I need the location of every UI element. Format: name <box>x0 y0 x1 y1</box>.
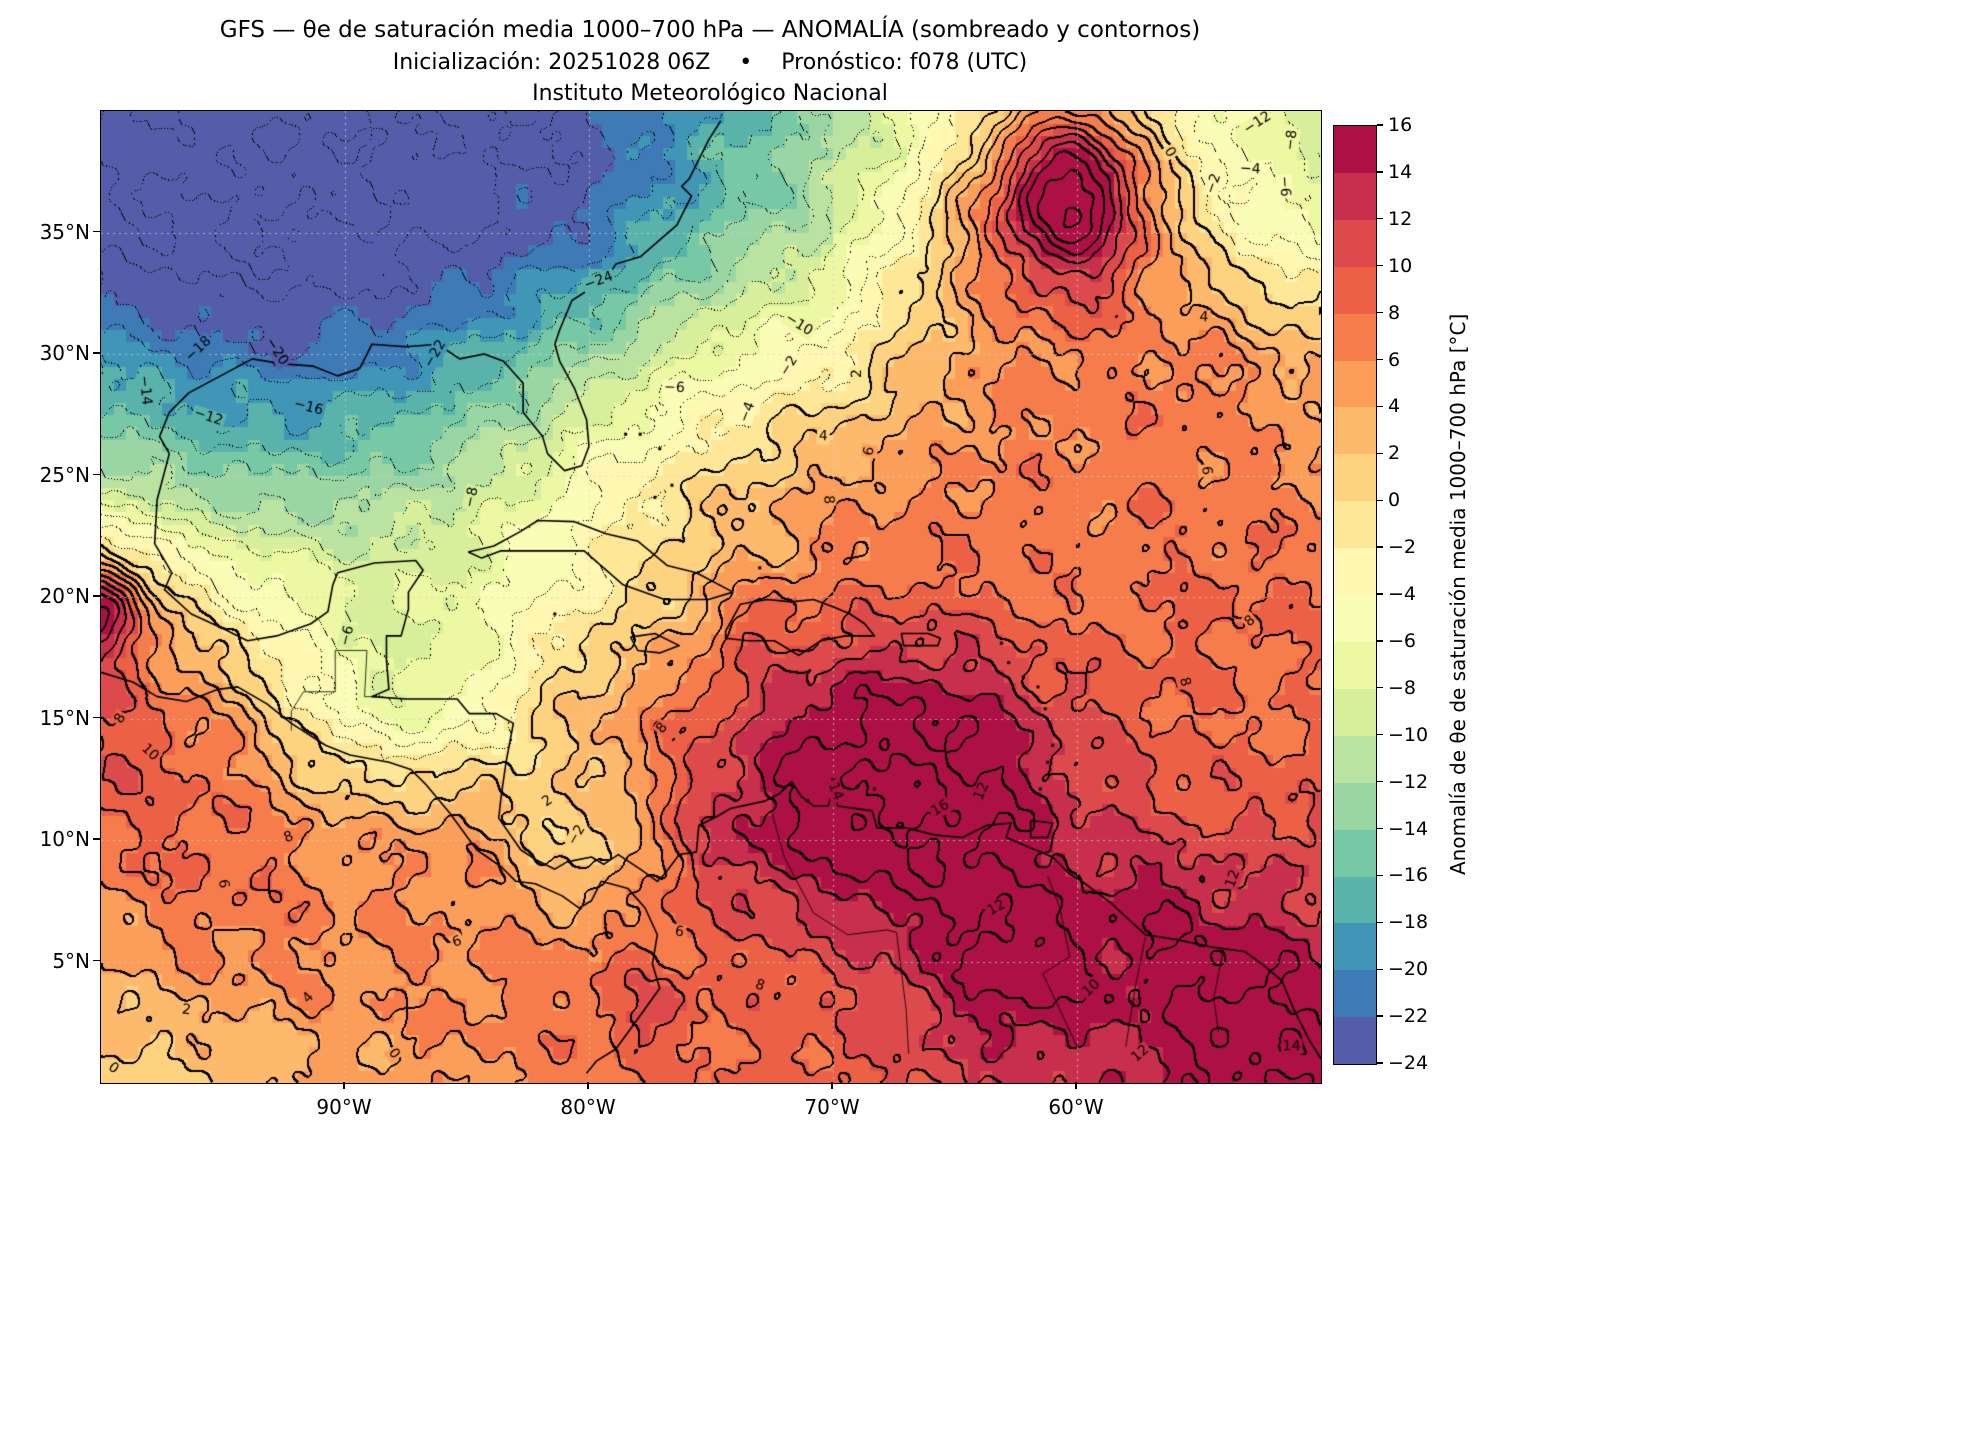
colorbar-tick-mark <box>1377 358 1383 361</box>
colorbar-tick-mark <box>1377 874 1383 877</box>
colorbar-band <box>1334 688 1376 736</box>
colorbar-tick-label: −8 <box>1388 676 1417 699</box>
colorbar-tick-mark <box>1377 1015 1383 1017</box>
chart-subtitle: Inicialización: 20251028 06Z • Pronóstic… <box>392 50 1028 75</box>
colorbar-tick-label: 16 <box>1388 114 1413 136</box>
colorbar-band <box>1334 313 1376 361</box>
colorbar-tick-mark <box>1377 921 1383 923</box>
colorbar-tick-label: 6 <box>1388 348 1401 371</box>
colorbar-tick-mark <box>1377 171 1383 173</box>
y-tick-label: 25°N <box>39 462 90 487</box>
x-tick-label: 90°W <box>316 1095 372 1119</box>
colorbar-band <box>1334 923 1376 971</box>
colorbar-band <box>1334 266 1376 314</box>
y-tick-label: 5°N <box>52 948 90 973</box>
colorbar-band <box>1334 219 1376 267</box>
colorbar-band <box>1334 454 1376 502</box>
colorbar-band <box>1334 829 1376 877</box>
colorbar-tick-label: −16 <box>1388 864 1429 887</box>
colorbar-tick-mark <box>1377 593 1383 595</box>
colorbar-tick-label: −4 <box>1388 583 1417 605</box>
colorbar-tick-mark <box>1377 311 1383 314</box>
x-tick-label: 80°W <box>560 1095 616 1119</box>
colorbar-tick-mark <box>1377 827 1383 830</box>
x-tick-mark <box>1075 1082 1077 1089</box>
colorbar-tick-mark <box>1377 124 1383 126</box>
colorbar-axis-label: Anomalía de θe de saturación media 1000–… <box>1446 313 1470 875</box>
colorbar-band <box>1334 876 1376 924</box>
y-tick-mark <box>93 230 100 233</box>
colorbar-tick-mark <box>1377 452 1383 454</box>
colorbar-tick-mark <box>1377 640 1383 642</box>
colorbar-tick-mark <box>1377 546 1383 548</box>
colorbar-tick-label: −10 <box>1388 723 1429 746</box>
colorbar-tick-mark <box>1377 405 1383 408</box>
colorbar-tick-label: 4 <box>1388 395 1401 418</box>
colorbar-band <box>1334 970 1376 1018</box>
colorbar-tick-mark <box>1377 218 1383 220</box>
colorbar-tick-mark <box>1377 968 1383 970</box>
y-tick-mark <box>93 352 100 354</box>
colorbar-tick-mark <box>1377 499 1383 501</box>
colorbar-tick-label: −6 <box>1388 629 1417 652</box>
colorbar-tick-label: 2 <box>1388 442 1401 465</box>
chart-institution: Instituto Meteorológico Nacional <box>532 81 888 106</box>
colorbar-tick-label: 12 <box>1388 207 1413 230</box>
colorbar-band <box>1334 172 1376 220</box>
colorbar-band <box>1334 641 1376 689</box>
colorbar-tick-mark <box>1377 734 1383 736</box>
colorbar-tick-mark <box>1377 1062 1383 1064</box>
y-tick-label: 35°N <box>39 219 90 244</box>
colorbar-band <box>1334 501 1376 549</box>
y-tick-label: 10°N <box>39 827 90 851</box>
y-tick-mark <box>93 959 100 962</box>
colorbar-tick-label: −24 <box>1388 1052 1429 1074</box>
colorbar-tick-label: −2 <box>1388 536 1417 559</box>
title-block: GFS — θe de saturación media 1000–700 hP… <box>100 14 1320 109</box>
colorbar-tick-mark <box>1377 780 1383 783</box>
x-tick-label: 60°W <box>1048 1095 1104 1119</box>
colorbar-tick-mark <box>1377 265 1383 267</box>
colorbar-tick-label: 8 <box>1388 301 1401 324</box>
map-canvas <box>101 111 1321 1083</box>
colorbar-band <box>1334 735 1376 783</box>
colorbar-tick-label: 0 <box>1388 489 1401 512</box>
colorbar-tick-label: 14 <box>1388 160 1413 183</box>
chart-title: GFS — θe de saturación media 1000–700 hP… <box>219 17 1201 43</box>
y-tick-label: 30°N <box>39 341 90 365</box>
colorbar <box>1333 125 1377 1065</box>
x-tick-mark <box>587 1082 589 1089</box>
y-tick-label: 15°N <box>39 705 90 730</box>
colorbar-tick-label: −20 <box>1388 958 1429 981</box>
colorbar-band <box>1334 548 1376 596</box>
colorbar-tick-label: −18 <box>1388 911 1429 934</box>
map-plot-area <box>100 110 1322 1084</box>
colorbar-tick-label: −22 <box>1388 1005 1429 1028</box>
x-tick-label: 70°W <box>804 1095 860 1119</box>
x-tick-mark <box>831 1082 833 1089</box>
colorbar-band <box>1334 407 1376 455</box>
colorbar-tick-label: 10 <box>1388 254 1413 277</box>
colorbar-band <box>1334 595 1376 642</box>
y-tick-label: 20°N <box>39 584 90 608</box>
y-tick-mark <box>93 473 100 476</box>
y-tick-mark <box>93 716 100 719</box>
colorbar-band <box>1334 1017 1376 1065</box>
colorbar-tick-label: −14 <box>1388 817 1429 840</box>
colorbar-band <box>1334 360 1376 408</box>
colorbar-tick-mark <box>1377 687 1383 689</box>
x-tick-mark <box>343 1082 345 1089</box>
colorbar-tick-label: −12 <box>1388 770 1429 793</box>
colorbar-band <box>1334 782 1376 830</box>
y-tick-mark <box>93 838 100 840</box>
y-tick-mark <box>93 595 100 597</box>
colorbar-band <box>1334 126 1376 173</box>
